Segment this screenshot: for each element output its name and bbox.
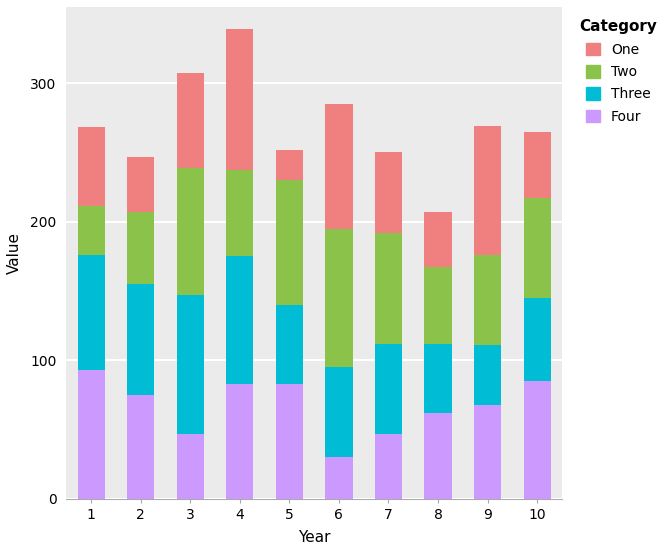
Bar — [375, 343, 402, 433]
Y-axis label: Value: Value — [7, 232, 22, 274]
Bar — [375, 152, 402, 233]
Bar — [177, 168, 204, 295]
Bar — [177, 73, 204, 168]
Bar — [226, 384, 253, 498]
Bar — [127, 212, 154, 284]
Bar — [424, 267, 452, 343]
Bar — [326, 367, 352, 457]
Bar — [78, 370, 105, 498]
Bar — [326, 457, 352, 498]
Bar — [474, 126, 501, 255]
Bar — [424, 212, 452, 267]
Bar — [127, 284, 154, 395]
Bar — [276, 384, 303, 498]
Bar — [78, 128, 105, 206]
Bar — [276, 305, 303, 384]
Bar — [326, 229, 352, 367]
Bar — [375, 433, 402, 498]
Bar — [226, 171, 253, 256]
Bar — [424, 343, 452, 413]
Bar — [326, 104, 352, 229]
Bar — [523, 298, 551, 381]
Bar — [523, 131, 551, 198]
Legend: One, Two, Three, Four: One, Two, Three, Four — [574, 14, 663, 129]
Bar — [78, 206, 105, 255]
Bar — [177, 433, 204, 498]
Bar — [276, 150, 303, 180]
Bar — [523, 198, 551, 298]
Bar — [78, 255, 105, 370]
X-axis label: Year: Year — [298, 530, 330, 545]
Bar — [424, 413, 452, 498]
Bar — [177, 295, 204, 433]
Bar — [226, 29, 253, 171]
Bar — [375, 233, 402, 343]
Bar — [127, 395, 154, 498]
Bar — [226, 256, 253, 384]
Bar — [523, 381, 551, 498]
Bar — [276, 180, 303, 305]
Bar — [127, 157, 154, 212]
Bar — [474, 255, 501, 345]
Bar — [474, 405, 501, 498]
Bar — [474, 345, 501, 405]
